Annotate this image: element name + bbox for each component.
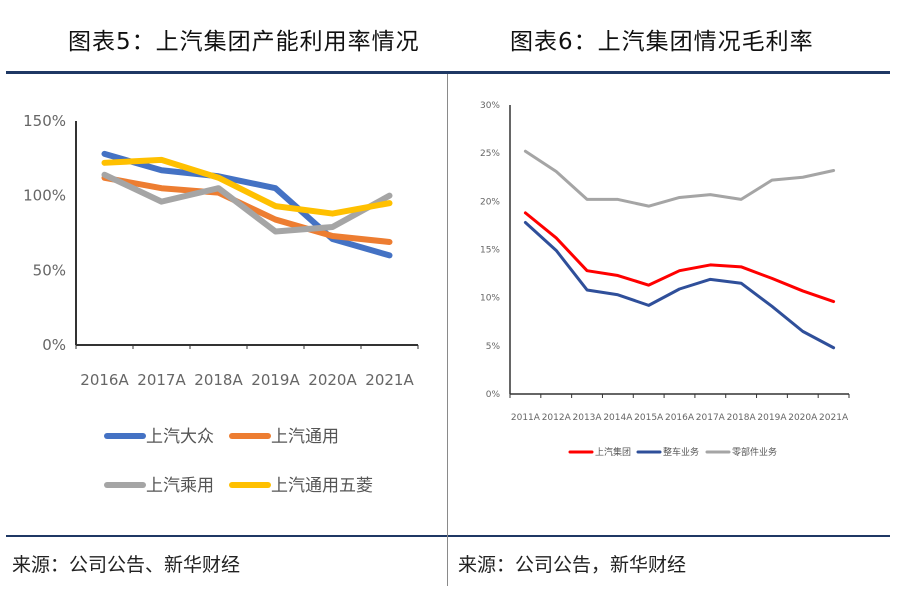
series-line-0-3 [101,156,393,217]
top-divider [6,71,890,74]
legend-label: 上汽通用五菱 [271,476,373,496]
x-tick-label: 2014A [603,413,633,423]
bottom-divider [6,535,890,537]
x-tick-label: 2018A [194,371,243,389]
series-line-0-2 [101,171,393,235]
y-tick-label: 100% [23,187,66,205]
x-tick-label: 2016A [80,371,129,389]
y-tick-label: 50% [33,261,66,279]
y-tick-label: 0% [486,390,501,400]
series-line-0-0 [101,150,393,259]
x-tick-label: 2021A [819,413,849,423]
legend-label: 上汽大众 [146,427,214,447]
x-tick-label: 2015A [634,413,664,423]
x-tick-label: 2016A [665,413,695,423]
chart-title-left: 图表5：上汽集团产能利用率情况 [68,29,420,55]
legend-label: 上汽集团 [595,446,631,458]
y-tick-label: 20% [480,197,500,207]
series-line-1-2 [523,149,836,208]
x-tick-label: 2021A [365,371,414,389]
x-tick-label: 2018A [727,413,757,423]
y-tick-label: 10% [480,294,500,304]
chart-title-right: 图表6：上汽集团情况毛利率 [510,29,814,55]
y-tick-label: 25% [480,149,500,159]
legend-label: 零部件业务 [732,446,777,458]
y-tick-label: 30% [480,101,500,111]
x-tick-label: 2017A [137,371,186,389]
x-tick-label: 2020A [308,371,357,389]
y-tick-label: 0% [42,336,66,354]
legend-label: 上汽通用 [271,427,339,447]
x-tick-label: 2020A [788,413,818,423]
x-tick-label: 2013A [573,413,603,423]
x-tick-label: 2019A [251,371,300,389]
source-left: 来源：公司公告、新华财经 [12,554,241,576]
y-tick-label: 150% [23,112,66,130]
x-tick-label: 2019A [757,413,787,423]
x-tick-label: 2017A [696,413,726,423]
legend-label: 上汽乘用 [146,476,214,496]
source-right: 来源：公司公告，新华财经 [458,554,687,576]
x-tick-label: 2011A [511,413,541,423]
legend-label: 整车业务 [663,446,699,458]
x-tick-label: 2012A [542,413,572,423]
y-tick-label: 5% [486,342,501,352]
vertical-divider [447,74,448,586]
y-tick-label: 15% [480,246,500,256]
